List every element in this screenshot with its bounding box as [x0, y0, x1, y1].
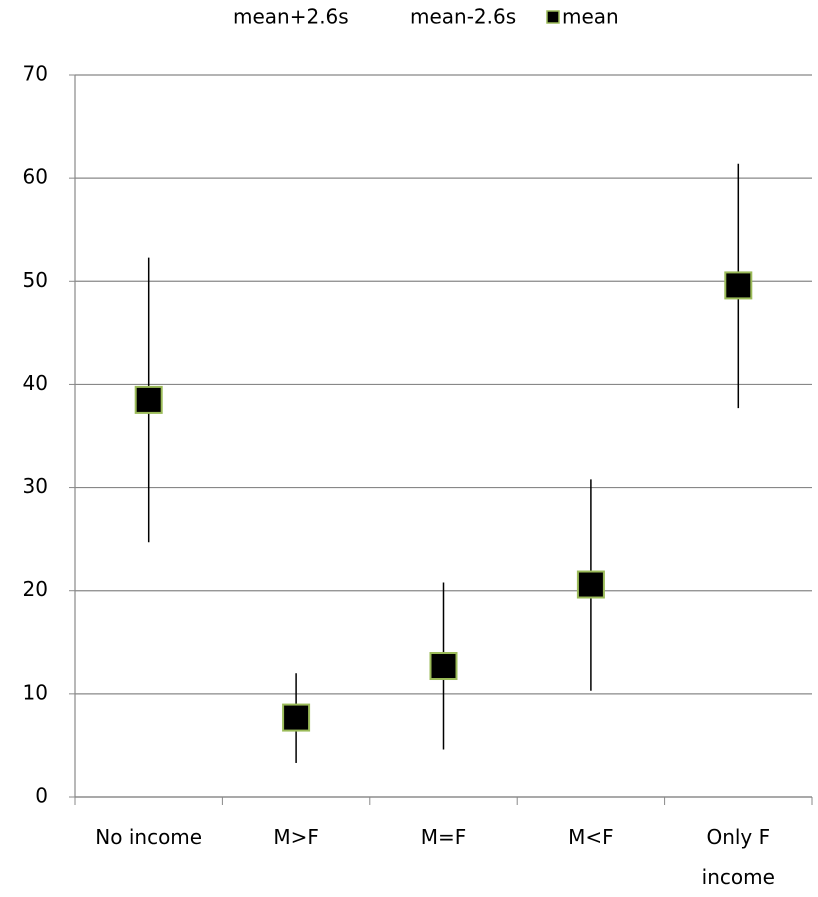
y-tick-label: 0 [35, 784, 48, 808]
mean-marker [429, 652, 458, 681]
y-tick-label: 70 [23, 62, 48, 86]
x-tick-label: M=F [420, 825, 467, 849]
y-tick-label: 30 [23, 474, 48, 498]
mean-marker [282, 703, 311, 732]
mean-marker [724, 271, 753, 300]
y-tick-label: 10 [23, 680, 48, 704]
legend-label: mean+2.6s [233, 5, 349, 29]
legend-label: mean-2.6s [410, 5, 516, 29]
mean-marker [576, 570, 605, 599]
y-tick-label: 60 [23, 165, 48, 189]
legend-marker [546, 10, 560, 24]
mean-marker [134, 385, 163, 414]
legend-label: mean [562, 5, 619, 29]
y-tick-label: 20 [23, 577, 48, 601]
x-tick-label: No income [95, 825, 203, 849]
x-tick-label: Only F income [701, 825, 775, 889]
x-tick-label: M<F [568, 825, 614, 849]
y-tick-label: 50 [23, 268, 48, 292]
x-tick-label: M>F [273, 825, 319, 849]
y-tick-label: 40 [23, 371, 48, 395]
